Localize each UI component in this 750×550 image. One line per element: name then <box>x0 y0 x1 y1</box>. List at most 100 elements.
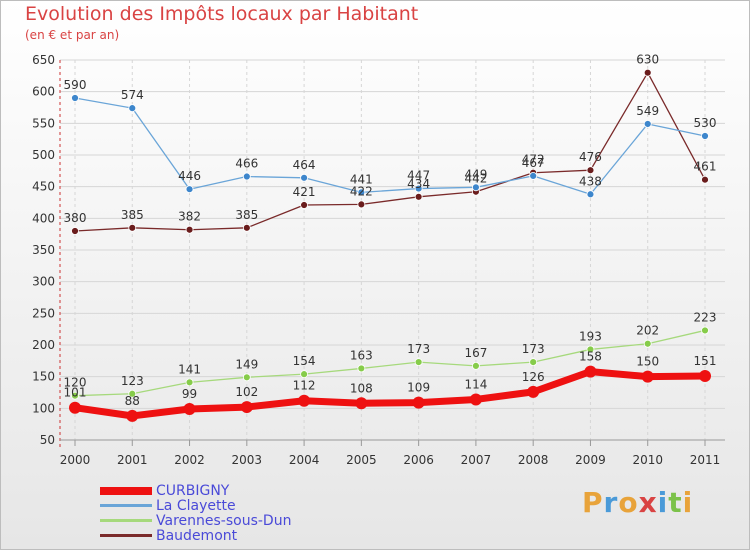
legend-swatch <box>100 519 152 522</box>
legend-swatch <box>100 487 152 495</box>
y-tick-label: 300 <box>32 275 55 289</box>
data-point <box>128 389 137 398</box>
x-tick-label: 2008 <box>518 453 549 467</box>
data-point <box>128 104 137 113</box>
data-point <box>699 370 711 383</box>
data-label: 590 <box>64 78 87 92</box>
x-tick-label: 2010 <box>632 453 663 467</box>
data-point <box>71 227 79 235</box>
data-label: 530 <box>694 116 717 130</box>
data-point <box>185 378 194 387</box>
data-point <box>527 385 540 398</box>
data-label: 434 <box>407 177 430 191</box>
data-label: 472 <box>522 153 545 167</box>
x-tick-label: 2009 <box>575 453 606 467</box>
data-point <box>641 370 654 383</box>
data-label: 123 <box>121 374 144 388</box>
data-point <box>357 188 366 197</box>
y-tick-label: 500 <box>32 148 55 162</box>
data-label: 158 <box>579 350 602 364</box>
data-point <box>242 373 251 382</box>
data-point <box>529 358 538 367</box>
data-point <box>242 223 251 232</box>
data-label: 151 <box>694 354 717 368</box>
y-tick-label: 250 <box>32 306 55 320</box>
data-point <box>128 223 137 232</box>
x-tick-label: 2011 <box>690 453 721 467</box>
data-label: 438 <box>579 174 602 188</box>
data-label: 385 <box>121 208 144 222</box>
data-label: 461 <box>694 160 717 174</box>
y-tick-label: 400 <box>32 211 55 225</box>
series-line-baudemont <box>74 72 706 232</box>
data-label: 108 <box>350 381 373 395</box>
y-tick-label: 600 <box>32 85 55 99</box>
data-label: 109 <box>407 381 430 395</box>
data-label: 173 <box>407 342 430 356</box>
data-point <box>242 172 251 181</box>
x-tick-label: 2002 <box>174 453 205 467</box>
data-label: 141 <box>178 362 201 376</box>
x-tick-label: 2005 <box>346 453 377 467</box>
data-point <box>355 397 368 410</box>
y-tick-label: 200 <box>32 338 55 352</box>
legend-label: Varennes-sous-Dun <box>156 513 292 529</box>
data-label: 150 <box>636 355 659 369</box>
data-point <box>701 326 709 335</box>
logo-letter: x <box>638 486 658 519</box>
legend-label: La Clayette <box>156 498 236 514</box>
series-line-curbigny <box>71 368 709 420</box>
data-label: 154 <box>293 354 316 368</box>
data-label: 193 <box>579 329 602 343</box>
data-label: 163 <box>350 348 373 362</box>
x-tick-label: 2000 <box>60 453 91 467</box>
legend-swatch <box>100 504 152 507</box>
legend-label: CURBIGNY <box>156 483 230 499</box>
data-point <box>69 401 81 414</box>
proxiti-logo: Proxiti <box>582 486 693 519</box>
data-point <box>586 166 595 175</box>
data-point <box>643 339 652 348</box>
data-point <box>643 68 652 77</box>
data-point <box>414 184 423 193</box>
data-point <box>185 185 194 194</box>
x-tick-label: 2007 <box>461 453 492 467</box>
data-label: 441 <box>350 172 373 186</box>
y-tick-label: 150 <box>32 370 55 384</box>
data-label: 112 <box>293 379 316 393</box>
data-point <box>183 402 196 415</box>
x-tick-label: 2004 <box>289 453 320 467</box>
data-label: 466 <box>235 157 258 171</box>
data-label: 202 <box>636 324 659 338</box>
data-point <box>240 401 253 414</box>
data-label: 173 <box>522 342 545 356</box>
data-label: 630 <box>636 53 659 67</box>
data-label: 385 <box>235 208 258 222</box>
data-point <box>584 365 597 378</box>
y-tick-label: 100 <box>32 401 55 415</box>
x-tick-label: 2006 <box>403 453 434 467</box>
data-point <box>300 173 308 182</box>
data-label: 88 <box>125 394 140 408</box>
data-label: 126 <box>522 370 545 384</box>
data-label: 442 <box>464 172 487 186</box>
data-point <box>586 190 595 199</box>
data-point <box>298 394 311 407</box>
series-line-la-clayette <box>74 97 706 195</box>
chart-title: Evolution des Impôts locaux par Habitant <box>25 3 419 25</box>
data-point <box>126 409 139 422</box>
data-point <box>701 132 709 140</box>
data-point <box>300 370 308 379</box>
data-label: 421 <box>293 185 316 199</box>
data-label: 102 <box>235 385 258 399</box>
data-label: 574 <box>121 88 144 102</box>
data-point <box>357 364 366 373</box>
data-point <box>469 393 482 406</box>
data-label: 422 <box>350 184 373 198</box>
data-label: 476 <box>579 150 602 164</box>
data-label: 467 <box>522 156 545 170</box>
data-point <box>185 225 194 234</box>
data-point <box>414 358 423 367</box>
y-tick-label: 450 <box>32 180 55 194</box>
